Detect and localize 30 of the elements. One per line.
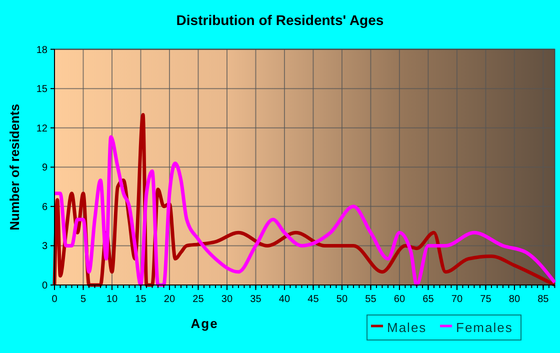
y-tick-label: 12 bbox=[36, 123, 48, 134]
x-axis-title: Age bbox=[190, 316, 218, 331]
x-tick-label: 50 bbox=[336, 294, 348, 305]
x-tick-label: 20 bbox=[164, 294, 176, 305]
x-tick-label: 35 bbox=[250, 294, 262, 305]
x-tick-label: 80 bbox=[508, 294, 520, 305]
x-tick-label: 60 bbox=[394, 294, 406, 305]
legend-label: Females bbox=[456, 320, 513, 335]
x-tick-label: 70 bbox=[451, 294, 463, 305]
x-tick-label: 45 bbox=[308, 294, 320, 305]
x-tick-label: 55 bbox=[365, 294, 377, 305]
y-tick-label: 6 bbox=[42, 202, 48, 213]
x-tick-label: 85 bbox=[538, 294, 550, 305]
y-axis-title: Number of residents bbox=[7, 104, 22, 230]
y-tick-label: 18 bbox=[36, 44, 48, 56]
chart-title: Distribution of Residents' Ages bbox=[176, 12, 384, 28]
legend-label: Males bbox=[387, 320, 427, 335]
x-tick-label: 10 bbox=[106, 294, 118, 305]
x-tick-label: 25 bbox=[192, 294, 204, 305]
x-tick-label: 5 bbox=[80, 294, 86, 305]
y-tick-label: 0 bbox=[42, 280, 48, 292]
x-tick-label: 65 bbox=[422, 294, 434, 305]
x-tick-label: 75 bbox=[480, 294, 492, 305]
x-tick-label: 0 bbox=[52, 294, 58, 305]
x-tick-label: 30 bbox=[221, 294, 233, 305]
x-tick-label: 15 bbox=[135, 294, 147, 305]
y-tick-label: 15 bbox=[36, 84, 48, 96]
y-tick-label: 9 bbox=[42, 162, 48, 174]
x-tick-label: 40 bbox=[278, 294, 290, 305]
y-tick-label: 3 bbox=[42, 241, 48, 252]
